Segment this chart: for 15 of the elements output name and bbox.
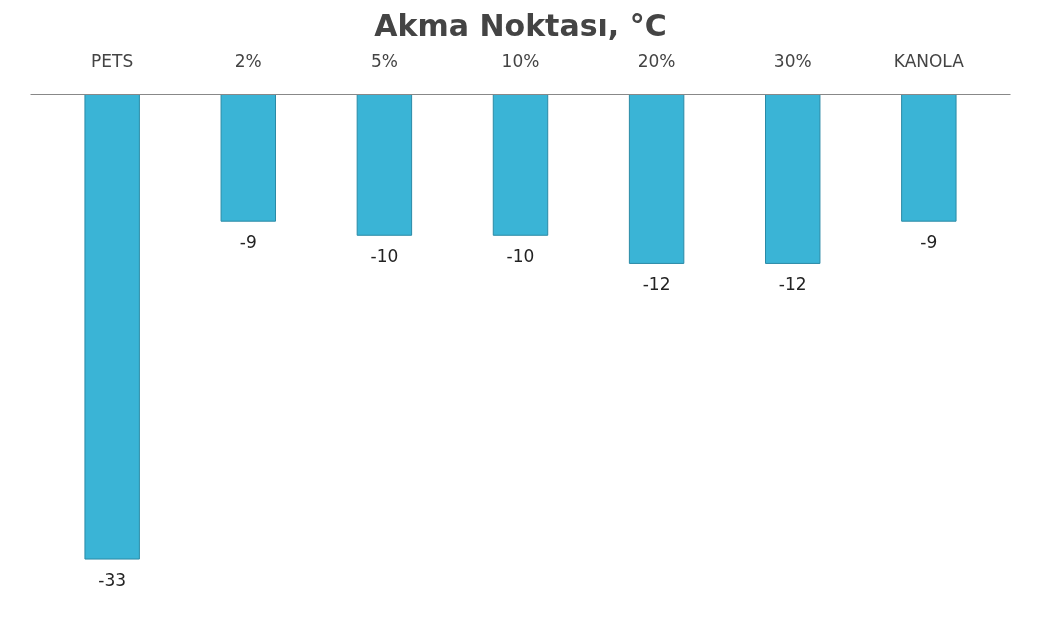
data-label: -10 — [506, 246, 535, 267]
x-tick-label: 30% — [773, 50, 812, 71]
data-label: -9 — [920, 232, 938, 253]
data-label: -12 — [642, 274, 671, 295]
x-tick-label: PETS — [91, 50, 134, 71]
data-label: -9 — [239, 232, 257, 253]
x-tick-label: 10% — [501, 50, 540, 71]
x-tick-label: KANOLA — [893, 50, 965, 71]
x-tick-label: 20% — [637, 50, 676, 71]
x-tick-label: 5% — [370, 50, 398, 71]
data-label: -12 — [778, 274, 807, 295]
chart-title: Akma Noktası, °C — [374, 7, 667, 43]
data-label: -10 — [370, 246, 399, 267]
data-label: -33 — [98, 570, 127, 591]
x-tick-label: 2% — [234, 50, 262, 71]
